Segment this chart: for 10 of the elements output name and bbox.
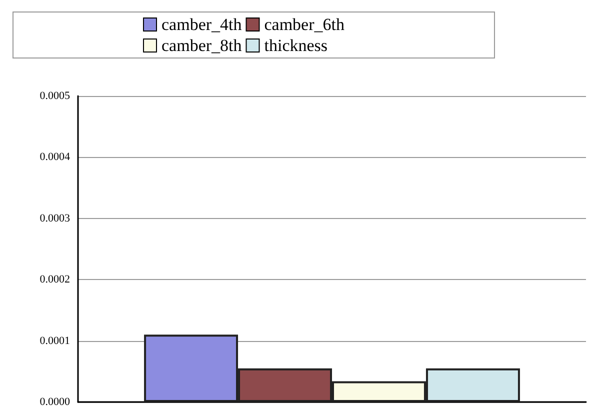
- y-tick-label: 0.0000: [40, 396, 70, 408]
- y-tick-label: 0.0004: [40, 151, 70, 164]
- legend-label: camber_8th: [162, 36, 242, 55]
- y-tick-label: 0.0005: [40, 90, 70, 102]
- legend-label: camber_6th: [264, 15, 345, 34]
- y-tick-label: 0.0003: [40, 212, 70, 224]
- y-tick-label: 0.0001: [40, 334, 70, 347]
- y-tick-label: 0.0002: [40, 274, 70, 286]
- legend-label: thickness: [264, 36, 328, 55]
- legend-label: camber_4th: [162, 15, 242, 34]
